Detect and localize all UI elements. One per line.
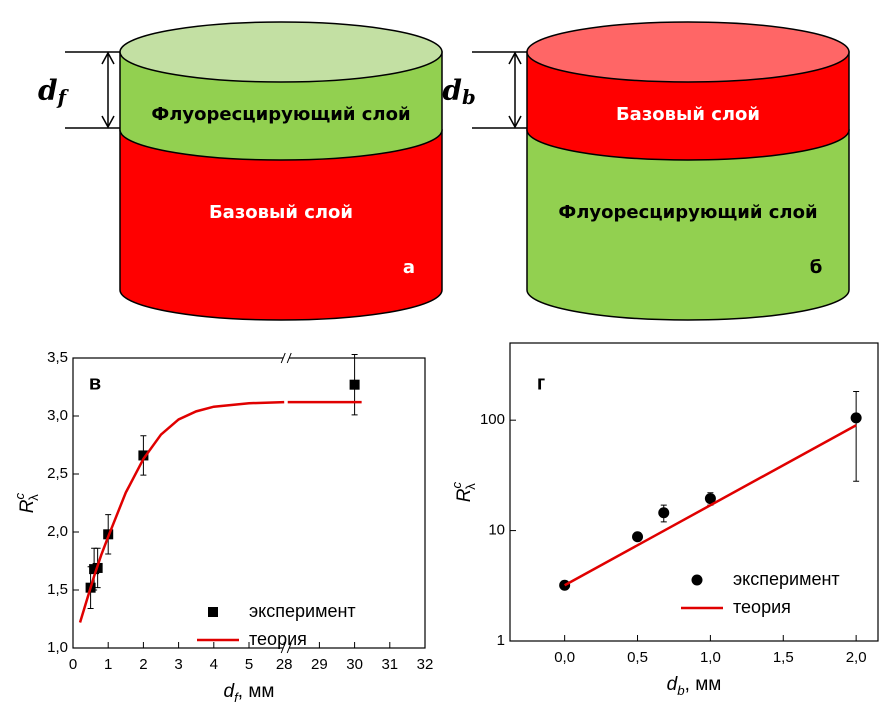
x-tick-label: 0,5: [627, 649, 648, 666]
x-tick-label: 1,5: [773, 649, 794, 666]
data-point: [350, 380, 360, 390]
x-axis-label: db, мм: [667, 674, 722, 698]
x-tick-label: 2: [139, 656, 147, 673]
x-tick-label: 32: [417, 656, 434, 673]
subscript: b: [462, 86, 476, 109]
subscript: λ: [26, 494, 41, 501]
y-tick-label: 1,0: [47, 639, 68, 656]
symbol: d: [38, 74, 58, 107]
legend-label: эксперимент: [733, 569, 840, 589]
y-tick-label: 10: [488, 522, 505, 539]
x-tick-label: 4: [210, 656, 218, 673]
x-tick-label: 2,0: [846, 649, 867, 666]
x-tick-label: 0,0: [554, 649, 575, 666]
legend-label: теория: [733, 597, 791, 617]
superscript: c: [12, 492, 27, 499]
y-tick-label: 2,0: [47, 523, 68, 540]
x-tick-label: 5: [245, 656, 253, 673]
data-point: [658, 507, 669, 518]
panel-label: в: [89, 372, 101, 394]
theory-line: [565, 425, 856, 585]
data-point: [851, 412, 862, 423]
panel-label: а: [403, 257, 415, 278]
x-tick-label: 0: [69, 656, 77, 673]
subscript: λ: [463, 483, 478, 490]
legend-marker: [692, 575, 703, 586]
unit: , мм: [238, 681, 275, 702]
x-tick-label: 3: [174, 656, 182, 673]
legend-label: теория: [249, 629, 307, 649]
panel-label: б: [810, 257, 823, 278]
top-cap: [527, 22, 849, 82]
symbol: d: [442, 74, 462, 107]
x-tick-label: 1,0: [700, 649, 721, 666]
x-axis-label: df, мм: [224, 681, 275, 705]
unit: , мм: [685, 674, 722, 695]
superscript: c: [449, 481, 464, 488]
top-cap: [120, 22, 442, 82]
y-tick-label: 1,5: [47, 581, 68, 598]
subscript: b: [677, 683, 684, 698]
y-tick-label: 2,5: [47, 465, 68, 482]
y-tick-label: 100: [480, 411, 505, 428]
panel-label: г: [537, 372, 545, 394]
bottom-layer-label: Базовый слой: [209, 202, 353, 223]
x-tick-label: 1: [104, 656, 112, 673]
y-tick-label: 3,0: [47, 407, 68, 424]
figure: Флуоресцирующий слойБазовый слойаdfБазов…: [0, 0, 892, 707]
y-tick-label: 3,5: [47, 349, 68, 366]
top-layer-label: Флуоресцирующий слой: [151, 104, 410, 125]
y-tick-label: 1: [497, 632, 505, 649]
x-tick-label: 30: [346, 656, 363, 673]
theory-line: [80, 402, 362, 622]
error-bar: [853, 391, 859, 481]
x-tick-label: 31: [381, 656, 398, 673]
x-tick-label: 28: [276, 656, 293, 673]
y-axis-label: Rcλ: [449, 481, 478, 502]
data-point: [632, 531, 643, 542]
bottom-layer-label: Флуоресцирующий слой: [558, 202, 817, 223]
thickness-label: db: [442, 74, 475, 109]
thickness-label: df: [38, 74, 70, 109]
legend-label: эксперимент: [249, 601, 356, 621]
y-axis-label: Rcλ: [12, 492, 41, 513]
plot-frame: [510, 343, 878, 641]
x-tick-label: 29: [311, 656, 328, 673]
top-layer-label: Базовый слой: [616, 104, 760, 125]
legend-marker: [208, 607, 218, 617]
subscript: f: [56, 86, 70, 109]
